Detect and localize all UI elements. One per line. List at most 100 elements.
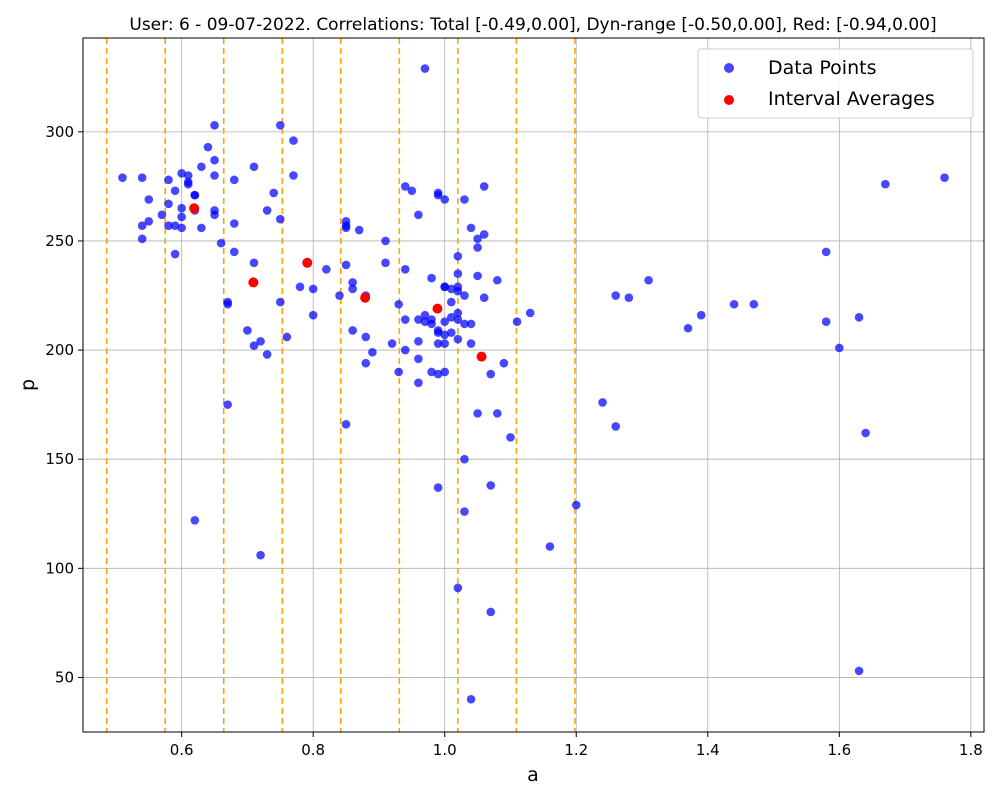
data-point xyxy=(183,179,193,189)
data-point xyxy=(446,297,456,307)
interval-average-point xyxy=(360,292,371,303)
legend-label-interval-averages: Interval Averages xyxy=(768,88,935,110)
data-point xyxy=(506,433,515,442)
y-tick-label: 300 xyxy=(45,123,74,141)
data-point xyxy=(821,247,831,257)
data-point xyxy=(229,219,239,228)
data-point xyxy=(197,223,206,233)
y-tick-label: 150 xyxy=(45,450,74,468)
y-axis-label: p xyxy=(17,379,39,391)
data-point xyxy=(387,339,397,348)
data-point xyxy=(453,251,463,261)
data-point xyxy=(289,171,298,180)
data-point xyxy=(164,221,173,230)
data-point xyxy=(881,179,890,189)
data-point xyxy=(177,203,186,213)
x-tick-label: 1.8 xyxy=(959,741,983,759)
data-point xyxy=(696,310,706,320)
data-point xyxy=(295,282,305,292)
data-point xyxy=(183,171,193,180)
x-tick-label: 1.4 xyxy=(696,741,720,759)
data-point xyxy=(414,315,423,324)
data-point xyxy=(446,313,456,322)
data-point xyxy=(466,694,476,704)
y-tick-label: 250 xyxy=(45,232,74,250)
data-point xyxy=(354,225,364,235)
data-point xyxy=(453,286,463,296)
data-point xyxy=(460,454,469,464)
data-point xyxy=(611,422,621,431)
data-point xyxy=(275,120,285,130)
data-point xyxy=(400,182,410,191)
data-point xyxy=(137,234,147,244)
data-point xyxy=(249,341,259,351)
data-point xyxy=(940,173,949,182)
data-point xyxy=(414,354,423,364)
data-point xyxy=(473,271,482,281)
data-point xyxy=(414,210,423,220)
data-point xyxy=(341,223,351,233)
data-point xyxy=(420,64,430,73)
data-point xyxy=(308,284,318,294)
data-point xyxy=(216,238,226,248)
data-point xyxy=(190,190,200,200)
data-point xyxy=(479,293,489,303)
interval-boundary-lines xyxy=(105,38,576,732)
data-point xyxy=(453,334,463,344)
y-axis-ticks: 50 100 150 200 250 300 xyxy=(45,123,83,686)
data-point xyxy=(749,299,759,309)
data-point xyxy=(170,186,180,196)
data-point xyxy=(479,182,489,191)
data-point xyxy=(249,258,259,268)
data-point xyxy=(308,310,318,320)
data-point xyxy=(407,186,417,196)
data-point xyxy=(479,230,489,239)
data-point xyxy=(644,275,653,285)
data-point xyxy=(118,173,127,182)
data-point xyxy=(486,481,496,490)
data-point xyxy=(427,367,436,377)
data-point xyxy=(440,339,450,348)
data-point xyxy=(545,542,555,551)
data-point xyxy=(473,243,482,252)
data-point xyxy=(486,607,496,617)
data-point xyxy=(433,369,443,379)
data-point xyxy=(400,265,410,274)
data-point xyxy=(210,155,219,165)
data-point xyxy=(256,550,265,560)
data-point xyxy=(453,583,463,593)
x-tick-label: 0.6 xyxy=(170,741,194,759)
data-point xyxy=(466,339,476,348)
data-point xyxy=(210,120,219,130)
data-point xyxy=(440,330,450,340)
data-point xyxy=(289,136,298,145)
data-point xyxy=(821,317,831,327)
data-point xyxy=(394,299,403,309)
data-point xyxy=(440,195,450,204)
data-point xyxy=(598,398,607,407)
data-point xyxy=(433,483,443,492)
data-point xyxy=(177,223,186,233)
data-point xyxy=(835,343,844,353)
data-point xyxy=(368,347,377,357)
interval-average-point xyxy=(302,257,313,268)
data-point xyxy=(466,319,476,329)
legend-label-data-points: Data Points xyxy=(768,57,876,79)
data-point xyxy=(275,297,285,307)
plot-frame xyxy=(82,37,985,733)
data-point xyxy=(460,195,469,204)
data-point xyxy=(381,258,390,268)
data-point xyxy=(440,317,450,327)
data-point xyxy=(394,367,403,377)
data-point xyxy=(223,299,232,309)
data-point xyxy=(453,315,463,324)
data-point xyxy=(229,175,239,185)
data-point xyxy=(460,507,469,516)
x-tick-label: 1.2 xyxy=(564,741,588,759)
data-point xyxy=(427,273,436,283)
data-point xyxy=(348,326,357,335)
data-point xyxy=(446,328,456,337)
x-tick-label: 0.8 xyxy=(301,741,325,759)
data-point xyxy=(460,319,469,329)
